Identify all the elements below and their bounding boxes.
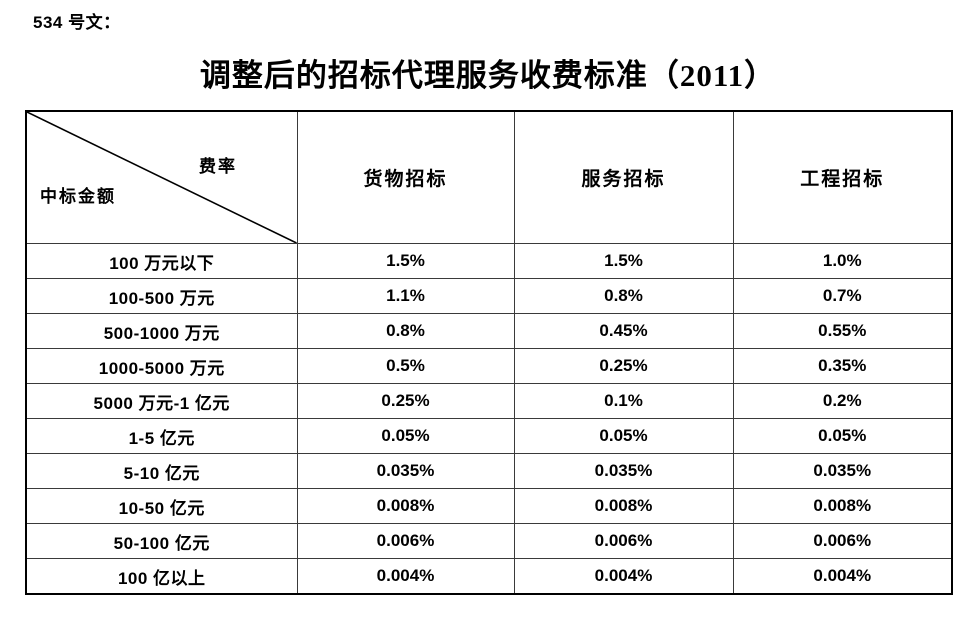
row-label: 1000-5000 万元 (25, 348, 298, 384)
rate-cell: 0.5% (296, 348, 515, 384)
rate-cell: 0.006% (732, 523, 953, 559)
header-row: 费率 中标金额 货物招标 服务招标 工程招标 (25, 110, 953, 244)
row-label: 100 亿以上 (25, 558, 298, 595)
row-label: 100 万元以下 (25, 243, 298, 279)
row-label: 5-10 亿元 (25, 453, 298, 489)
corner-label-fee-rate: 费率 (199, 157, 237, 176)
rate-cell: 0.1% (513, 383, 734, 419)
rate-cell: 0.035% (513, 453, 734, 489)
table-row: 5000 万元-1 亿元 0.25% 0.1% 0.2% (25, 383, 953, 419)
rate-cell: 0.7% (732, 278, 953, 314)
row-label: 100-500 万元 (25, 278, 298, 314)
table-row: 50-100 亿元 0.006% 0.006% 0.006% (25, 523, 953, 559)
diagonal-divider-line (27, 112, 297, 243)
rate-cell: 0.25% (513, 348, 734, 384)
rate-cell: 1.1% (296, 278, 515, 314)
rate-cell: 0.05% (296, 418, 515, 454)
rate-cell: 0.004% (732, 558, 953, 595)
rate-cell: 0.8% (513, 278, 734, 314)
fee-rate-table: 费率 中标金额 货物招标 服务招标 工程招标 100 万元以下 1.5% 1.5… (25, 110, 953, 595)
rate-cell: 0.004% (296, 558, 515, 595)
rate-cell: 0.008% (513, 488, 734, 524)
table-row: 1-5 亿元 0.05% 0.05% 0.05% (25, 418, 953, 454)
column-header-engineering: 工程招标 (732, 110, 953, 244)
page-title: 调整后的招标代理服务收费标准（2011） (199, 58, 777, 93)
column-header-goods: 货物招标 (296, 110, 515, 244)
rate-cell: 1.5% (296, 243, 515, 279)
row-label: 10-50 亿元 (25, 488, 298, 524)
rate-cell: 0.05% (732, 418, 953, 454)
rate-cell: 0.45% (513, 313, 734, 349)
rate-cell: 0.2% (732, 383, 953, 419)
rate-cell: 0.035% (732, 453, 953, 489)
rate-cell: 0.55% (732, 313, 953, 349)
row-label: 5000 万元-1 亿元 (25, 383, 298, 419)
rate-cell: 0.008% (296, 488, 515, 524)
corner-header-cell: 费率 中标金额 (25, 110, 298, 244)
rate-cell: 0.25% (296, 383, 515, 419)
rate-cell: 1.5% (513, 243, 734, 279)
rate-cell: 0.006% (513, 523, 734, 559)
table-row: 5-10 亿元 0.035% 0.035% 0.035% (25, 453, 953, 489)
rate-cell: 0.05% (513, 418, 734, 454)
row-label: 1-5 亿元 (25, 418, 298, 454)
table-row: 1000-5000 万元 0.5% 0.25% 0.35% (25, 348, 953, 384)
table-row: 100-500 万元 1.1% 0.8% 0.7% (25, 278, 953, 314)
document-number: 534 号文： (33, 13, 121, 32)
fee-table-container: 费率 中标金额 货物招标 服务招标 工程招标 100 万元以下 1.5% 1.5… (25, 110, 953, 595)
column-header-services: 服务招标 (513, 110, 734, 244)
table-row: 500-1000 万元 0.8% 0.45% 0.55% (25, 313, 953, 349)
rate-cell: 0.008% (732, 488, 953, 524)
table-row: 100 亿以上 0.004% 0.004% 0.004% (25, 558, 953, 595)
rate-cell: 0.006% (296, 523, 515, 559)
row-label: 50-100 亿元 (25, 523, 298, 559)
rate-cell: 0.8% (296, 313, 515, 349)
row-label: 500-1000 万元 (25, 313, 298, 349)
corner-label-bid-amount: 中标金额 (40, 187, 116, 206)
table-row: 100 万元以下 1.5% 1.5% 1.0% (25, 243, 953, 279)
table-row: 10-50 亿元 0.008% 0.008% 0.008% (25, 488, 953, 524)
rate-cell: 0.35% (732, 348, 953, 384)
rate-cell: 0.035% (296, 453, 515, 489)
rate-cell: 0.004% (513, 558, 734, 595)
rate-cell: 1.0% (732, 243, 953, 279)
